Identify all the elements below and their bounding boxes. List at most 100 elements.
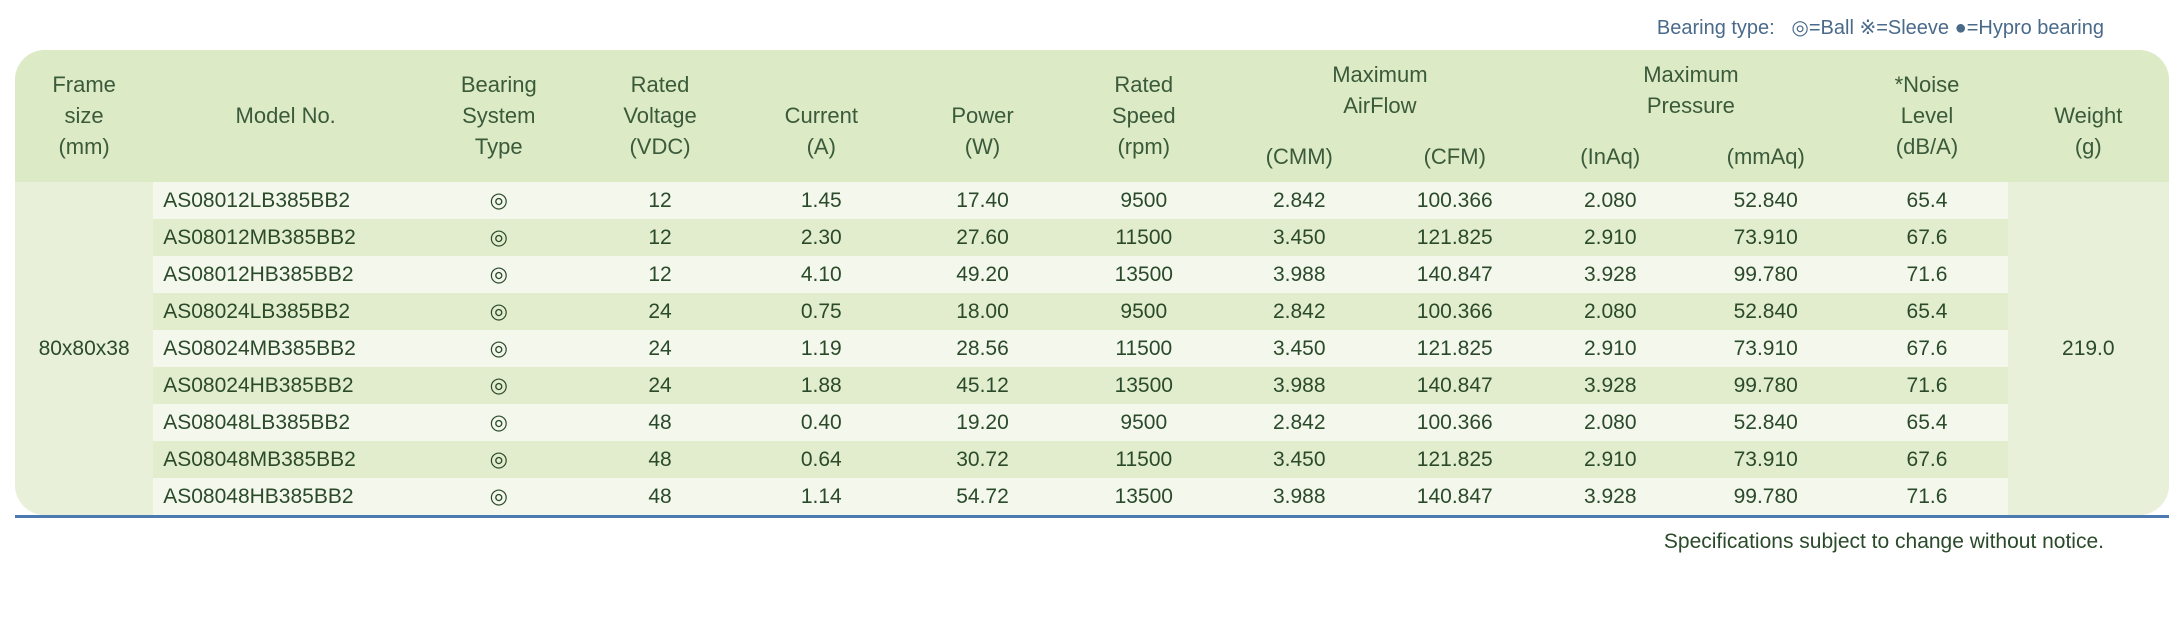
cell-mmaq: 52.840 bbox=[1685, 404, 1846, 441]
cell-current: 1.45 bbox=[741, 182, 902, 219]
cell-model: AS08024MB385BB2 bbox=[153, 330, 418, 367]
cell-inaq: 2.080 bbox=[1535, 404, 1685, 441]
cell-cfm: 121.825 bbox=[1374, 441, 1535, 478]
cell-voltage: 48 bbox=[579, 404, 740, 441]
cell-speed: 13500 bbox=[1063, 256, 1224, 293]
cell-noise: 71.6 bbox=[1846, 478, 2007, 515]
cell-noise: 65.4 bbox=[1846, 404, 2007, 441]
cell-mmaq: 99.780 bbox=[1685, 367, 1846, 404]
legend-sleeve: ※=Sleeve bbox=[1859, 17, 1949, 39]
cell-bearing: ◎ bbox=[418, 478, 579, 515]
table-body: 80x80x38AS08012LB385BB2◎121.4517.4095002… bbox=[15, 182, 2169, 515]
cell-voltage: 48 bbox=[579, 441, 740, 478]
cell-mmaq: 73.910 bbox=[1685, 219, 1846, 256]
cell-noise: 67.6 bbox=[1846, 330, 2007, 367]
cell-noise: 71.6 bbox=[1846, 367, 2007, 404]
cell-voltage: 12 bbox=[579, 182, 740, 219]
cell-noise: 67.6 bbox=[1846, 219, 2007, 256]
header-model: Model No. bbox=[153, 50, 418, 182]
header-speed: Rated Speed (rpm) bbox=[1063, 50, 1224, 182]
header-cmm: (CMM) bbox=[1224, 132, 1374, 183]
cell-power: 49.20 bbox=[902, 256, 1063, 293]
cell-voltage: 24 bbox=[579, 367, 740, 404]
header-frame: Frame size (mm) bbox=[15, 50, 153, 182]
table-row: AS08012HB385BB2◎124.1049.20135003.988140… bbox=[15, 256, 2169, 293]
cell-model: AS08048MB385BB2 bbox=[153, 441, 418, 478]
cell-current: 0.75 bbox=[741, 293, 902, 330]
header-noise: *Noise Level (dB/A) bbox=[1846, 50, 2007, 182]
cell-model: AS08048LB385BB2 bbox=[153, 404, 418, 441]
cell-bearing: ◎ bbox=[418, 441, 579, 478]
header-weight: Weight (g) bbox=[2008, 50, 2169, 182]
cell-current: 4.10 bbox=[741, 256, 902, 293]
cell-inaq: 2.910 bbox=[1535, 330, 1685, 367]
cell-cmm: 3.988 bbox=[1224, 256, 1374, 293]
cell-cmm: 2.842 bbox=[1224, 182, 1374, 219]
cell-model: AS08012HB385BB2 bbox=[153, 256, 418, 293]
cell-inaq: 3.928 bbox=[1535, 367, 1685, 404]
cell-voltage: 24 bbox=[579, 293, 740, 330]
cell-noise: 65.4 bbox=[1846, 293, 2007, 330]
legend-ball: ◎=Ball bbox=[1791, 17, 1853, 39]
cell-speed: 9500 bbox=[1063, 404, 1224, 441]
cell-cfm: 100.366 bbox=[1374, 182, 1535, 219]
cell-cmm: 2.842 bbox=[1224, 404, 1374, 441]
header-bearing: Bearing System Type bbox=[418, 50, 579, 182]
cell-voltage: 12 bbox=[579, 256, 740, 293]
cell-inaq: 2.080 bbox=[1535, 293, 1685, 330]
cell-cmm: 3.450 bbox=[1224, 330, 1374, 367]
cell-noise: 67.6 bbox=[1846, 441, 2007, 478]
cell-mmaq: 99.780 bbox=[1685, 478, 1846, 515]
bearing-type-legend: Bearing type: ◎=Ball ※=Sleeve ●=Hypro be… bbox=[0, 0, 2184, 50]
cell-inaq: 2.910 bbox=[1535, 441, 1685, 478]
cell-current: 1.14 bbox=[741, 478, 902, 515]
cell-power: 45.12 bbox=[902, 367, 1063, 404]
cell-mmaq: 99.780 bbox=[1685, 256, 1846, 293]
header-current: Current (A) bbox=[741, 50, 902, 182]
header-pressure: Maximum Pressure bbox=[1535, 50, 1846, 132]
spec-table: Frame size (mm) Model No. Bearing System… bbox=[15, 50, 2169, 515]
cell-speed: 11500 bbox=[1063, 441, 1224, 478]
cell-power: 28.56 bbox=[902, 330, 1063, 367]
cell-cfm: 140.847 bbox=[1374, 256, 1535, 293]
header-power: Power (W) bbox=[902, 50, 1063, 182]
header-inaq: (InAq) bbox=[1535, 132, 1685, 183]
table-row: 80x80x38AS08012LB385BB2◎121.4517.4095002… bbox=[15, 182, 2169, 219]
cell-current: 0.40 bbox=[741, 404, 902, 441]
cell-noise: 65.4 bbox=[1846, 182, 2007, 219]
cell-noise: 71.6 bbox=[1846, 256, 2007, 293]
cell-model: AS08024HB385BB2 bbox=[153, 367, 418, 404]
cell-model: AS08048HB385BB2 bbox=[153, 478, 418, 515]
cell-model: AS08024LB385BB2 bbox=[153, 293, 418, 330]
cell-speed: 9500 bbox=[1063, 182, 1224, 219]
footer-notice: Specifications subject to change without… bbox=[0, 518, 2184, 574]
table-row: AS08024HB385BB2◎241.8845.12135003.988140… bbox=[15, 367, 2169, 404]
cell-speed: 13500 bbox=[1063, 367, 1224, 404]
table-row: AS08048MB385BB2◎480.6430.72115003.450121… bbox=[15, 441, 2169, 478]
cell-bearing: ◎ bbox=[418, 182, 579, 219]
cell-mmaq: 73.910 bbox=[1685, 441, 1846, 478]
cell-cfm: 100.366 bbox=[1374, 293, 1535, 330]
cell-cfm: 140.847 bbox=[1374, 478, 1535, 515]
cell-inaq: 2.080 bbox=[1535, 182, 1685, 219]
cell-power: 19.20 bbox=[902, 404, 1063, 441]
cell-cmm: 3.988 bbox=[1224, 478, 1374, 515]
cell-bearing: ◎ bbox=[418, 404, 579, 441]
cell-bearing: ◎ bbox=[418, 219, 579, 256]
cell-mmaq: 52.840 bbox=[1685, 182, 1846, 219]
header-cfm: (CFM) bbox=[1374, 132, 1535, 183]
legend-hypro: ●=Hypro bearing bbox=[1955, 17, 2104, 39]
table-row: AS08048LB385BB2◎480.4019.2095002.842100.… bbox=[15, 404, 2169, 441]
cell-cfm: 121.825 bbox=[1374, 219, 1535, 256]
cell-mmaq: 73.910 bbox=[1685, 330, 1846, 367]
table-row: AS08024MB385BB2◎241.1928.56115003.450121… bbox=[15, 330, 2169, 367]
cell-power: 17.40 bbox=[902, 182, 1063, 219]
cell-cmm: 3.988 bbox=[1224, 367, 1374, 404]
cell-inaq: 2.910 bbox=[1535, 219, 1685, 256]
cell-cmm: 3.450 bbox=[1224, 441, 1374, 478]
cell-speed: 9500 bbox=[1063, 293, 1224, 330]
cell-power: 54.72 bbox=[902, 478, 1063, 515]
cell-voltage: 12 bbox=[579, 219, 740, 256]
cell-voltage: 24 bbox=[579, 330, 740, 367]
cell-speed: 11500 bbox=[1063, 219, 1224, 256]
